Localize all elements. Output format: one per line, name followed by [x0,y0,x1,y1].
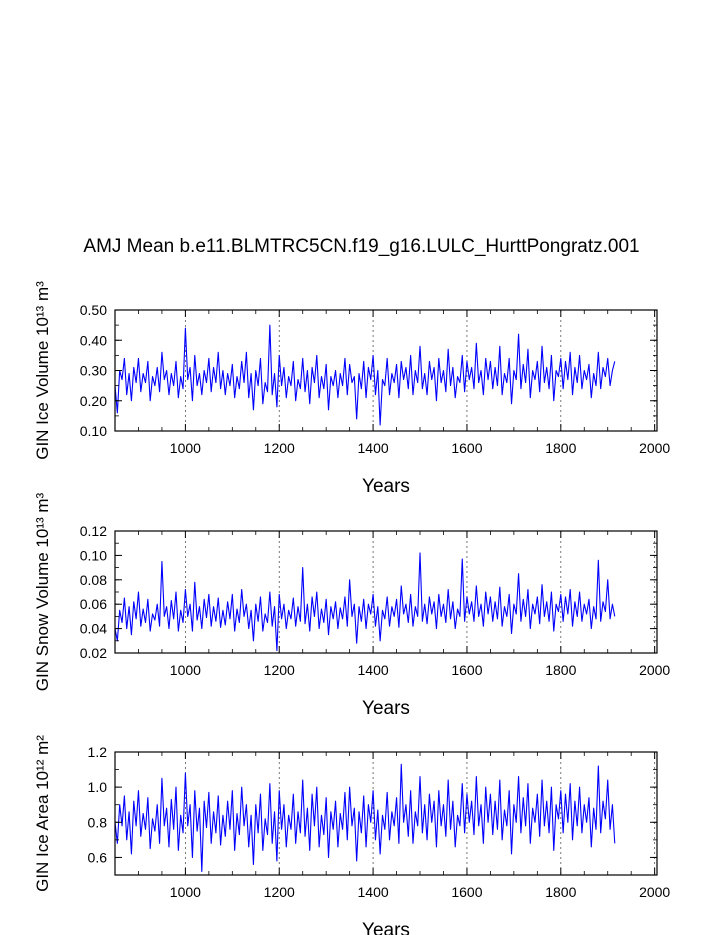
data-series-line [114,324,616,426]
y-tick-label: 1.0 [88,779,108,795]
x-tick-label: 1800 [545,884,576,900]
data-series-line [114,552,616,652]
y-tick-label: 0.40 [80,332,107,348]
plot-frame [114,530,658,654]
plot-frame [114,751,658,876]
y-tick-label: 0.06 [80,596,107,612]
y-tick-label: 0.20 [80,393,107,409]
x-tick-label: 1800 [545,440,576,456]
x-tick-label: 2000 [639,884,670,900]
y-tick-label: 0.04 [80,621,107,637]
panel-ice-volume: 1000 1200 1400 1600 1800 2000 0.10 0.20 0.30 0.40… [33,281,670,497]
x-tick-label: 2000 [639,440,670,456]
y-tick-label: 0.10 [80,547,107,563]
y-tick-label: 0.12 [80,523,107,539]
x-axis-title: Years [362,920,410,935]
y-tick-label: 0.30 [80,363,107,379]
x-tick-label: 1000 [170,662,201,678]
x-tick-label: 1400 [358,662,389,678]
y-tick-label: 0.6 [88,849,108,865]
x-tick-label: 1200 [264,884,295,900]
x-tick-label: 1600 [451,884,482,900]
x-tick-label: 1400 [358,884,389,900]
data-series-line [114,763,616,873]
x-tick-label: 1200 [264,440,295,456]
x-tick-label: 1600 [451,662,482,678]
x-tick-label: 1800 [545,662,576,678]
y-tick-label: 0.02 [80,645,107,661]
panel-ice-area: 1000 1200 1400 1600 1800 2000 0.6 0.8 1.0 1.2 Year… [33,735,670,935]
x-axis-title: Years [362,698,410,719]
x-tick-label: 1600 [451,440,482,456]
y-tick-label: 1.2 [88,744,108,760]
y-tick-label: 0.50 [80,302,107,318]
y-axis-title: GIN Snow Volume 10¹³ m³ [33,492,52,691]
y-axis-title: GIN Ice Area 10¹² m² [33,735,52,892]
y-tick-label: 0.10 [80,423,107,439]
chart-title: AMJ Mean b.e11.BLMTRC5CN.f19_g16.LULC_Hu… [83,236,640,257]
x-tick-label: 2000 [639,662,670,678]
x-tick-label: 1000 [170,884,201,900]
x-tick-label: 1400 [358,440,389,456]
panel-snow-volume: 1000 1200 1400 1600 1800 2000 0.02 0.04 0.06 0.08… [33,492,670,719]
x-tick-label: 1200 [264,662,295,678]
y-tick-label: 0.08 [80,572,107,588]
x-tick-label: 1000 [170,440,201,456]
y-tick-label: 0.8 [88,814,108,830]
x-axis-title: Years [362,476,410,497]
y-axis-title: GIN Ice Volume 10¹³ m³ [33,281,52,460]
